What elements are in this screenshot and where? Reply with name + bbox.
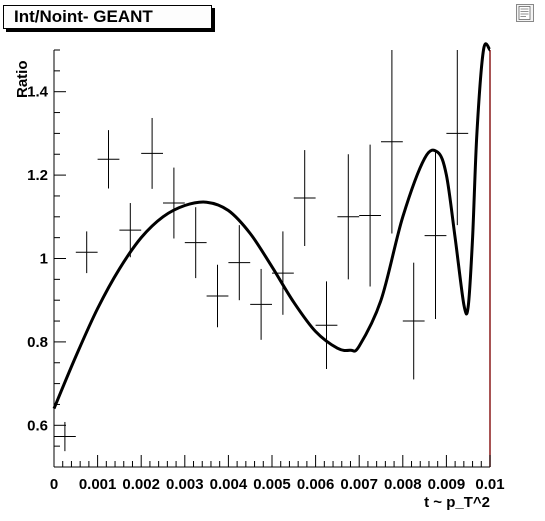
x-tick-label: 0.004 bbox=[210, 476, 248, 493]
x-tick-label: 0.005 bbox=[253, 476, 291, 493]
data-point bbox=[402, 262, 425, 380]
data-point bbox=[446, 50, 469, 226]
x-tick-label: 0.008 bbox=[384, 476, 422, 493]
x-axis-title: t ~ p_T^2 bbox=[424, 494, 490, 511]
y-tick-label: 1.2 bbox=[27, 167, 48, 184]
y-tick-label: 1 bbox=[40, 251, 48, 268]
x-tick-label: 0.01 bbox=[475, 476, 504, 493]
x-tick-label: 0 bbox=[50, 476, 58, 493]
data-point bbox=[54, 421, 76, 452]
y-tick-label: 1.4 bbox=[27, 84, 49, 101]
data-point bbox=[206, 264, 229, 328]
data-point bbox=[381, 50, 403, 234]
data-point bbox=[272, 231, 294, 315]
data-point bbox=[250, 268, 272, 340]
x-tick-label: 0.006 bbox=[297, 476, 335, 493]
chart-title: Int/Noint- GEANT bbox=[14, 7, 153, 26]
data-point bbox=[97, 130, 120, 189]
y-tick-label: 0.6 bbox=[27, 417, 48, 434]
data-point bbox=[337, 154, 360, 280]
data-point bbox=[424, 152, 447, 319]
y-tick-label: 0.8 bbox=[27, 334, 48, 351]
x-tick-label: 0.002 bbox=[122, 476, 160, 493]
data-point bbox=[141, 117, 163, 189]
data-point bbox=[359, 144, 381, 287]
x-tick-label: 0.007 bbox=[340, 476, 378, 493]
chart-title-box: Int/Noint- GEANT bbox=[3, 5, 212, 29]
x-tick-label: 0.003 bbox=[166, 476, 204, 493]
data-point bbox=[293, 150, 316, 246]
data-point bbox=[75, 231, 98, 274]
data-point bbox=[119, 203, 142, 258]
x-tick-label: 0.009 bbox=[428, 476, 466, 493]
x-tick-label: 0.001 bbox=[79, 476, 117, 493]
data-point bbox=[228, 225, 251, 301]
y-axis-title: Ratio bbox=[14, 61, 31, 99]
data-point bbox=[163, 167, 185, 239]
data-point bbox=[315, 281, 338, 370]
data-point bbox=[184, 207, 207, 279]
canvas-menu-icon[interactable] bbox=[515, 3, 535, 23]
fit-curve bbox=[52, 42, 492, 410]
